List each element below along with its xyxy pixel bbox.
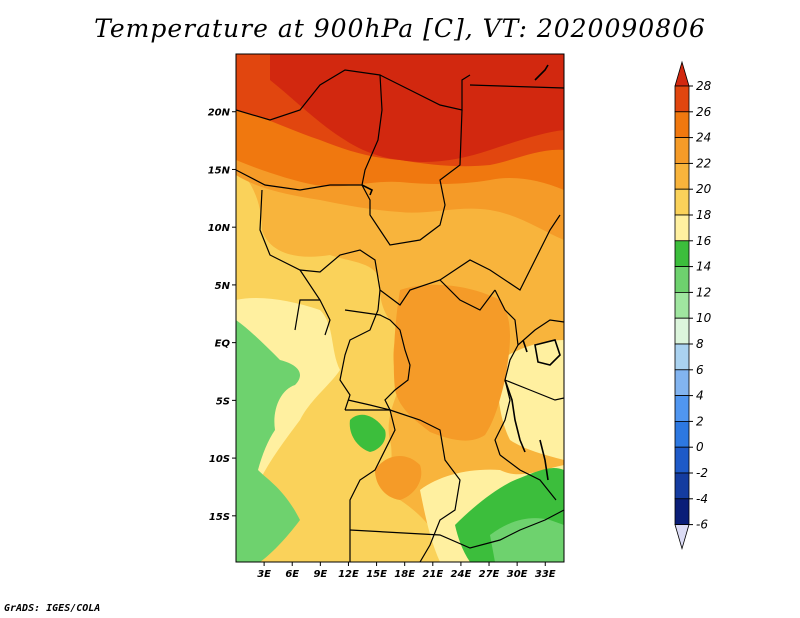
colorbar-swatch xyxy=(674,498,690,525)
colorbar-swatch xyxy=(674,395,690,422)
lon-tick-label: 21E xyxy=(422,569,443,580)
country-borders xyxy=(236,69,564,562)
colorbar-label: 4 xyxy=(696,389,704,403)
colorbar-swatch xyxy=(674,420,690,448)
grads-credit: GrADS: IGES/COLA xyxy=(4,603,101,614)
colorbar-swatch xyxy=(674,343,690,371)
lat-tick-label: 10S xyxy=(209,454,230,465)
colorbar-label: 0 xyxy=(696,440,704,454)
colorbar-swatch xyxy=(674,266,690,293)
colorbar-label: 22 xyxy=(696,156,711,170)
colorbar-swatch xyxy=(674,446,690,474)
lat-tick-label: 20N xyxy=(208,108,231,119)
band-22-central xyxy=(393,284,510,441)
colorbar-label: 16 xyxy=(696,234,712,248)
colorbar-swatch xyxy=(674,162,690,190)
lakes xyxy=(361,64,561,481)
colorbar-label: 10 xyxy=(696,311,712,325)
lat-tick-label: 5N xyxy=(215,281,231,292)
colorbar-swatch xyxy=(674,240,690,268)
lat-tick-label: 5S xyxy=(216,396,230,407)
colorbar-swatch xyxy=(674,85,690,113)
colorbar-label: 2 xyxy=(696,414,704,428)
temperature-field xyxy=(236,54,564,562)
band-12-south xyxy=(490,518,564,562)
colorbar-swatch xyxy=(674,60,690,87)
colorbar-swatch xyxy=(674,214,690,242)
lat-tick-label: 15S xyxy=(209,512,230,523)
colorbar-label: 18 xyxy=(696,208,712,222)
colorbar-swatch xyxy=(674,369,690,396)
colorbar-swatch xyxy=(674,524,690,551)
colorbar-swatch xyxy=(674,317,690,345)
lake-tanganyika xyxy=(504,379,526,453)
colorbar-label: -2 xyxy=(696,466,708,480)
colorbar-swatch xyxy=(674,188,690,216)
lake-victoria xyxy=(534,339,561,366)
lon-tick-label: 27E xyxy=(479,569,500,580)
lat-tick-label: EQ xyxy=(215,339,231,350)
lon-tick-label: 6E xyxy=(285,569,299,580)
colorbar-label: 28 xyxy=(696,79,712,93)
colorbar-swatch xyxy=(674,137,690,164)
colorbar-label: 20 xyxy=(696,182,712,196)
lon-tick-label: 33E xyxy=(535,569,556,580)
lon-tick-label: 18E xyxy=(394,569,415,580)
lon-tick-label: 9E xyxy=(313,569,327,580)
lat-tick-label: 15N xyxy=(208,165,231,176)
colorbar-label: 24 xyxy=(696,131,711,145)
colorbar-label: -4 xyxy=(696,492,708,506)
band-16-east xyxy=(498,340,564,460)
lon-tick-label: 15E xyxy=(366,569,387,580)
colorbar-label: 12 xyxy=(696,285,711,299)
lat-tick-label: 10N xyxy=(208,223,231,234)
colorbar-label: 26 xyxy=(696,105,712,119)
lon-tick-label: 30E xyxy=(507,569,528,580)
band-28-north xyxy=(270,54,564,162)
band-14-patch xyxy=(349,414,386,452)
colorbar-label: -6 xyxy=(696,518,708,532)
band-14-west-coast xyxy=(236,320,300,562)
lake-malawi xyxy=(539,439,549,481)
lake-albert xyxy=(522,339,528,353)
lon-tick-label: 3E xyxy=(257,569,271,580)
colorbar-swatch xyxy=(674,472,690,500)
colorbar-label: 14 xyxy=(696,260,711,274)
colorbar-label: 6 xyxy=(696,363,704,377)
latitude-axis: 20N 15N 10N 5N EQ 5S 10S 15S xyxy=(208,108,236,523)
map-title: Temperature at 900hPa [C], VT: 202009080… xyxy=(94,14,706,43)
longitude-axis: 3E 6E 9E 12E 15E 18E 21E 24E 27E 30E 33E xyxy=(257,562,556,580)
lake-nile-delta xyxy=(534,64,549,81)
lon-tick-label: 12E xyxy=(338,569,359,580)
colorbar-label: 8 xyxy=(696,337,704,351)
map-frame xyxy=(235,53,565,563)
band-22-patch-s xyxy=(375,455,422,500)
colorbar-swatch xyxy=(674,111,690,139)
lon-tick-label: 24E xyxy=(451,569,472,580)
lake-chad xyxy=(361,184,374,196)
colorbar-swatch xyxy=(674,291,690,319)
